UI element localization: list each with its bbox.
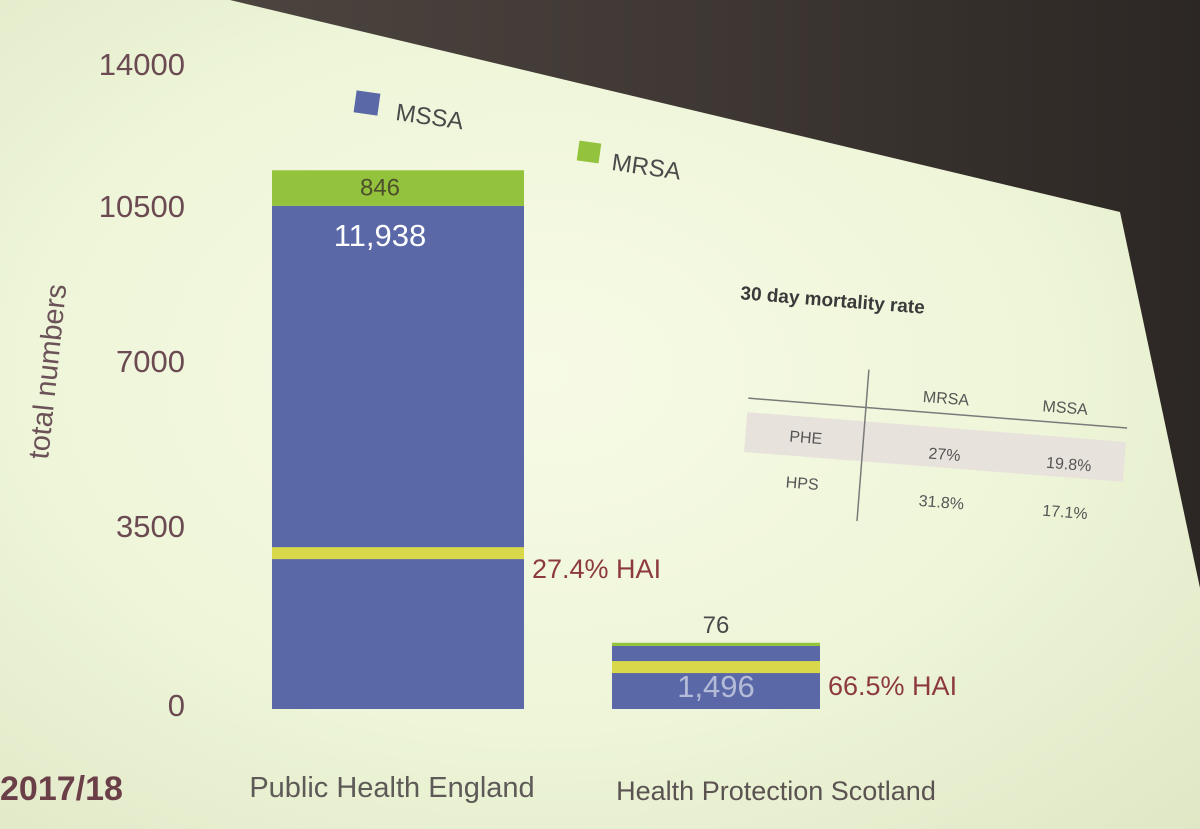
legend-label-mssa: MSSA [394, 99, 465, 135]
bar-mssa [612, 645, 820, 709]
data-label-mssa: 11,938 [334, 218, 427, 253]
period-label: 2017/18 [0, 770, 123, 808]
bars-group: 27.4% HAI 846 11,938 66.5% HAI 76 1,496 [272, 170, 957, 709]
hai-label: 66.5% HAI [828, 671, 957, 701]
table-column-header: MSSA [1042, 398, 1089, 419]
data-label-mssa: 1,496 [677, 669, 755, 704]
bar-mrsa [612, 642, 820, 646]
y-tick-label: 10500 [99, 189, 185, 224]
mortality-table: 30 day mortality rate MRSA MSSA PHE 27% … [740, 283, 1128, 524]
table-cell: 17.1% [1042, 503, 1089, 524]
x-category-label: Public Health England [249, 772, 534, 804]
table-header-rule [748, 397, 1128, 429]
hai-label: 27.4% HAI [532, 554, 661, 584]
y-tick-label: 3500 [116, 509, 185, 544]
table-column-header: MRSA [922, 389, 970, 410]
table-cell: 31.8% [918, 493, 965, 514]
hai-marker-line [612, 661, 820, 674]
table-row-label: HPS [785, 474, 819, 494]
table-column-rule [856, 369, 870, 522]
table-row-highlight [744, 412, 1127, 482]
y-tick-label: 0 [168, 688, 185, 723]
legend-swatch-mrsa [576, 140, 602, 164]
table-row-label: PHE [789, 429, 823, 449]
y-axis-ticks: 0 3500 7000 10500 14000 [99, 47, 185, 723]
hai-marker-line [272, 547, 524, 560]
data-label-mrsa: 76 [703, 612, 730, 639]
table-cell: 19.8% [1045, 455, 1092, 476]
bar-mssa [272, 205, 524, 709]
y-tick-label: 7000 [116, 344, 185, 379]
table-cell: 27% [928, 446, 961, 465]
legend-swatch-mssa [353, 90, 381, 116]
data-label-mrsa: 846 [360, 174, 400, 201]
bar-mrsa [272, 170, 524, 206]
legend-label-mrsa: MRSA [610, 149, 682, 185]
x-category-label: Health Protection Scotland [616, 776, 936, 806]
y-axis-label: total numbers [23, 283, 73, 461]
mortality-table-title: 30 day mortality rate [740, 283, 926, 318]
y-tick-label: 14000 [99, 47, 185, 82]
